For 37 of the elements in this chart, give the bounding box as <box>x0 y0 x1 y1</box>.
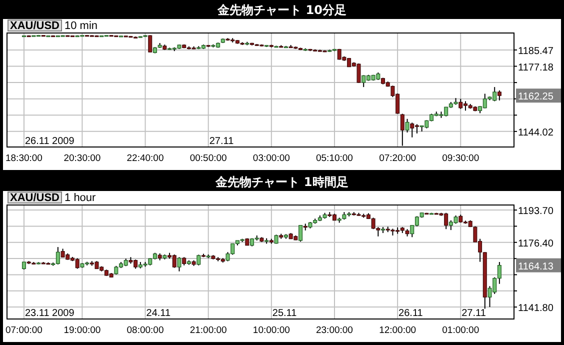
text: 1 hour <box>64 192 96 204</box>
y-tick-label: 1176.40 <box>518 238 554 250</box>
text: XAU/USD <box>10 20 60 32</box>
y-tick-label: 1144.02 <box>518 127 554 138</box>
text: 10 min <box>64 20 98 32</box>
annotation: 23.11 2009 <box>24 308 75 319</box>
annotation: 26.11 2009 <box>24 136 75 147</box>
y-tick-label: 1193.70 <box>518 206 554 218</box>
x-tick-label: 10:00:00 <box>252 325 290 336</box>
x-tick-label: 18:30:00 <box>5 153 42 164</box>
annotation: 27.11 <box>462 308 486 319</box>
x-tick-label: 20:30:00 <box>64 153 101 164</box>
x-tick-label: 07:20:00 <box>379 153 416 164</box>
x-tick-label: 07:00:00 <box>5 325 42 336</box>
x-tick-label: 09:30:00 <box>442 153 480 164</box>
y-tick-label: 1177.18 <box>518 62 554 74</box>
annotation: 25.11 <box>272 308 298 319</box>
x-tick-label: 05:10:00 <box>316 153 353 164</box>
chart-title: 金先物チャート 1時間足 <box>214 175 348 189</box>
x-tick-label: 22:40:00 <box>126 153 164 164</box>
x-tick-label: 21:00:00 <box>190 325 227 336</box>
annotation: 27.11 <box>209 136 234 147</box>
text: 1162.25 <box>518 92 554 103</box>
x-tick-label: 12:00:00 <box>379 325 416 336</box>
y-tick-label: 1185.47 <box>518 46 554 57</box>
x-tick-label: 08:00:00 <box>126 325 164 336</box>
annotation: 26.11 <box>398 308 424 319</box>
y-tick-label: 1141.80 <box>518 303 554 314</box>
chart-title: 金先物チャート 10分足 <box>216 3 346 17</box>
text: XAU/USD <box>10 192 60 204</box>
x-tick-label: 19:00:00 <box>64 325 101 336</box>
x-tick-label: 00:50:00 <box>190 153 227 164</box>
x-tick-label: 03:00:00 <box>252 153 290 164</box>
text: 1164.13 <box>518 261 554 272</box>
x-tick-label: 23:00:00 <box>316 325 353 336</box>
annotation: 24.11 <box>146 308 171 319</box>
x-tick-label: 01:00:00 <box>442 325 480 336</box>
